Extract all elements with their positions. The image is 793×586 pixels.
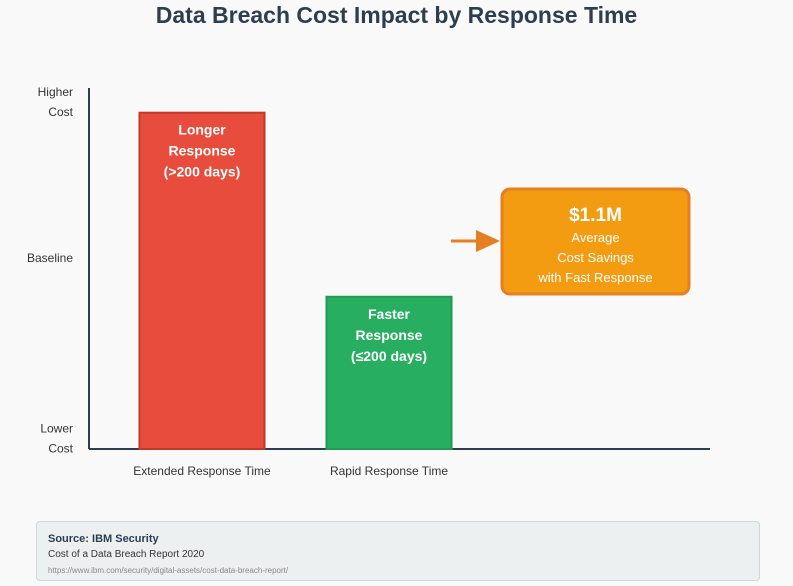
- callout-text: with Fast Response: [537, 270, 652, 285]
- source-box: Source: IBM Security Cost of a Data Brea…: [36, 521, 760, 581]
- bar-data-label: (>200 days): [164, 164, 241, 180]
- y-tick-label: Cost: [48, 105, 73, 119]
- x-tick-label: Rapid Response Time: [330, 464, 448, 478]
- chart-area: Higher Cost Baseline Lower Cost Longer Respons…: [27, 85, 710, 478]
- x-tick-label: Extended Response Time: [133, 464, 271, 478]
- bar-data-label: Response: [356, 327, 423, 343]
- callout-arrow-head: [476, 230, 500, 252]
- bar-data-label: (≤200 days): [351, 348, 427, 364]
- bar-data-label: Longer: [178, 122, 226, 138]
- source-title: Source: IBM Security: [48, 533, 159, 545]
- y-tick-label: Lower: [40, 421, 73, 435]
- bar: [138, 111, 266, 450]
- source-report: Cost of a Data Breach Report 2020: [48, 549, 205, 560]
- callout-text: Average: [571, 230, 619, 245]
- y-tick-label: Higher: [38, 85, 73, 99]
- callout-value: $1.1M: [569, 205, 622, 226]
- callout-box: [500, 187, 691, 296]
- y-tick-label: Cost: [48, 441, 73, 455]
- bar: [325, 295, 453, 450]
- callout-text: Cost Savings: [557, 250, 634, 265]
- bar-data-label: Response: [169, 143, 236, 159]
- y-tick-label: Baseline: [27, 251, 73, 265]
- chart-title: Data Breach Cost Impact by Response Time: [155, 2, 638, 28]
- source-url[interactable]: https://www.ibm.com/security/digital-ass…: [48, 566, 289, 575]
- bar-data-label: Faster: [368, 306, 411, 322]
